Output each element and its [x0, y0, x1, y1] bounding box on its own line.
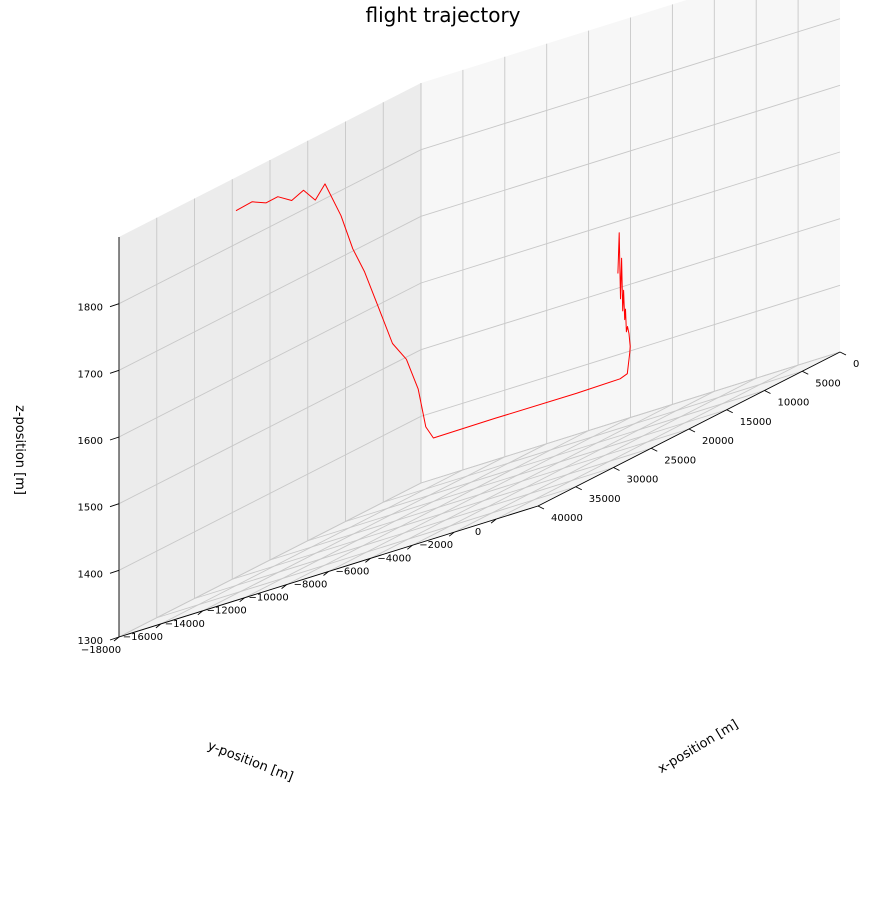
- y-tick-label: −18000: [81, 645, 121, 656]
- x-tick-mark: [575, 486, 582, 491]
- x-tick-label: 5000: [815, 378, 840, 389]
- z-grid-left-wall: [118, 349, 422, 505]
- z-grid-right-wall: [420, 284, 841, 417]
- z-grid-right-wall: [420, 351, 841, 484]
- x-tick-mark: [839, 351, 847, 356]
- y-tick-label: 0: [475, 527, 481, 538]
- z-tick-mark: [109, 569, 120, 574]
- y-tick-mark: [448, 531, 455, 537]
- y-tick-label: −16000: [123, 632, 163, 643]
- z-tick-mark: [109, 503, 120, 508]
- z-tick-mark: [109, 636, 120, 641]
- y-tick-label: −4000: [377, 553, 411, 564]
- x-tick-label: 0: [853, 359, 859, 370]
- y-grid-floor: [244, 443, 547, 599]
- y-grid-floor: [328, 417, 631, 572]
- chart-title: flight trajectory: [365, 3, 520, 27]
- x-tick-mark: [537, 505, 545, 510]
- y-tick-mark: [490, 518, 497, 524]
- z-grid-right-wall: [420, 151, 841, 284]
- tick-labels: −18000−16000−14000−12000−10000 −8000 −6000…: [78, 303, 860, 656]
- axes-panes: [119, 0, 840, 637]
- y-grid-floor: [453, 377, 757, 533]
- y-tick-mark: [197, 610, 204, 616]
- y-tick-label: −12000: [207, 606, 247, 617]
- data-series: [235, 183, 631, 439]
- z-tick-label: 1500: [78, 503, 103, 514]
- z-tick-label: 1300: [78, 636, 103, 647]
- y-grid-floor: [160, 469, 464, 625]
- z-tick-label: 1600: [78, 436, 103, 447]
- y-tick-label: −10000: [248, 593, 288, 604]
- z-grid-left-wall: [118, 215, 422, 371]
- grid-lines: [118, 0, 841, 638]
- y-axis-label: y-position [m]: [205, 738, 295, 784]
- y-tick-mark: [407, 544, 413, 550]
- x-tick-label: 30000: [627, 475, 659, 486]
- y-grid-floor: [202, 456, 506, 612]
- x-axis-label: x-position [m]: [655, 717, 741, 777]
- x-tick-mark: [726, 409, 733, 414]
- y-tick-mark: [365, 558, 371, 563]
- z-grid-right-wall: [420, 218, 841, 351]
- x-tick-label: 25000: [664, 455, 696, 466]
- x-tick-mark: [764, 390, 771, 394]
- z-grid-left-wall: [118, 415, 422, 571]
- x-tick-mark: [613, 467, 620, 471]
- y-tick-mark: [323, 571, 329, 576]
- y-grid-floor: [286, 430, 589, 586]
- z-axis-label: z-position [m]: [12, 405, 27, 495]
- z-tick-label: 1700: [78, 369, 103, 380]
- x-tick-label: 10000: [778, 398, 810, 409]
- y-grid-floor: [370, 403, 673, 559]
- z-grid-left-wall: [118, 482, 422, 638]
- y-tick-label: −6000: [335, 566, 369, 577]
- z-grid-right-wall: [420, 18, 841, 151]
- y-tick-mark: [239, 597, 245, 603]
- x-tick-label: 40000: [551, 513, 583, 524]
- y-tick-label: −8000: [294, 580, 328, 591]
- z-tick-label: 1400: [78, 569, 103, 580]
- x-tick-mark: [651, 447, 658, 452]
- x-tick-mark: [802, 370, 809, 375]
- z-tick-label: 1800: [78, 303, 103, 314]
- trajectory-line: [235, 183, 631, 439]
- y-grid-floor: [412, 390, 715, 546]
- y-tick-label: −14000: [165, 619, 205, 630]
- z-grid-left-wall: [118, 282, 422, 438]
- z-tick-mark: [109, 436, 120, 441]
- x-tick-label: 20000: [702, 436, 734, 447]
- z-tick-mark: [109, 369, 120, 374]
- x-tick-label: 15000: [740, 417, 772, 428]
- x-tick-mark: [688, 428, 696, 433]
- y-grid-floor: [495, 364, 799, 520]
- y-tick-mark: [281, 584, 287, 589]
- y-tick-label: −2000: [419, 540, 453, 551]
- z-tick-mark: [109, 303, 120, 308]
- x-tick-label: 35000: [589, 494, 621, 505]
- z-grid-left-wall: [118, 149, 422, 305]
- z-grid-right-wall: [420, 84, 841, 217]
- y-tick-mark: [155, 623, 162, 629]
